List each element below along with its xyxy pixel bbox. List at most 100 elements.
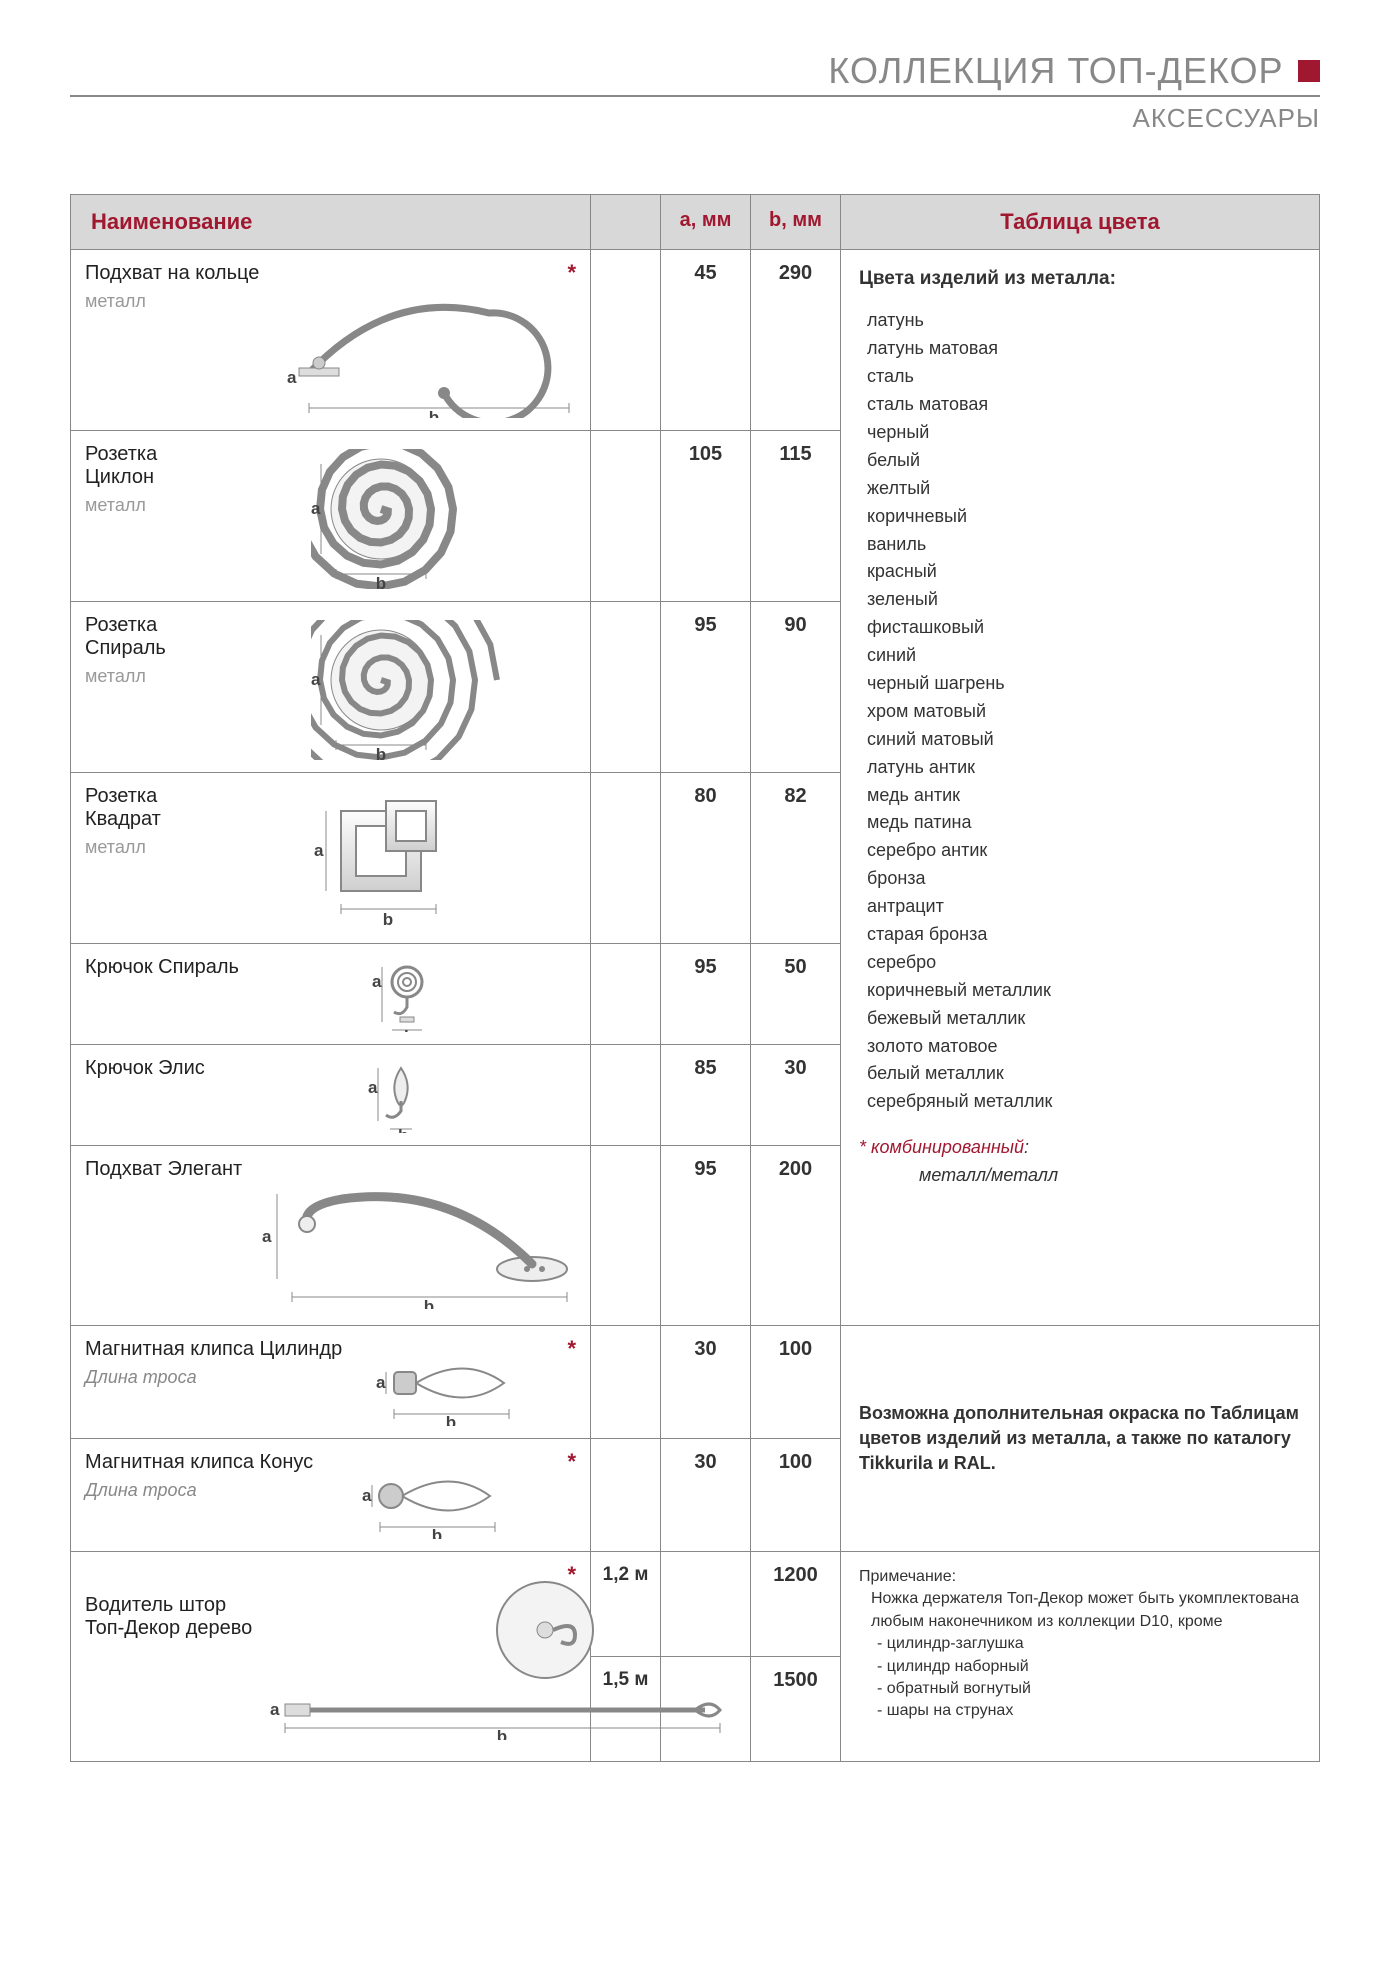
- table-row: Магнитная клипса Цилиндр Длина троса a b…: [71, 1326, 1320, 1439]
- svg-text:a: a: [362, 1486, 372, 1505]
- footnote-title: Примечание:: [859, 1566, 1301, 1588]
- color-item: латунь: [859, 307, 1301, 335]
- cell-name: Подхват на кольце металл a b *: [71, 250, 591, 431]
- footnote: Примечание: Ножка держателя Топ-Декор мо…: [859, 1566, 1301, 1723]
- color-item: старая бронза: [859, 921, 1301, 949]
- accessories-table: Наименование a, мм b, мм Таблица цвета П…: [70, 194, 1320, 1762]
- item-title: РозеткаКвадрат: [85, 785, 225, 831]
- cell-b: 82: [751, 773, 841, 944]
- color-panel-paint: Возможна дополнительная окраска по Табли…: [841, 1326, 1320, 1552]
- cell-a: 30: [661, 1326, 751, 1439]
- color-item: синий: [859, 642, 1301, 670]
- cell-a: 45: [661, 250, 751, 431]
- item-title: Магнитная клипса Конус: [85, 1451, 313, 1474]
- cell-a: 95: [661, 944, 751, 1045]
- table-row-driver: * Водитель штор Топ-Декор дерево a b 1,2…: [71, 1552, 1320, 1657]
- cell-b: 1500: [751, 1657, 841, 1762]
- color-item: медь антик: [859, 782, 1301, 810]
- cell-b: 1200: [751, 1552, 841, 1657]
- cell-name: РозеткаКвадрат металл a b: [71, 773, 591, 944]
- color-item: коричневый: [859, 503, 1301, 531]
- item-title: РозеткаСпираль: [85, 614, 225, 660]
- svg-text:b: b: [429, 408, 439, 418]
- cell-b: 100: [751, 1439, 841, 1552]
- header-divider: [70, 95, 1320, 97]
- cell-variant: [591, 1045, 661, 1146]
- item-title: Водитель штор Топ-Декор дерево: [85, 1594, 255, 1640]
- svg-text:a: a: [311, 670, 321, 689]
- color-list: латуньлатунь матоваястальсталь матоваяче…: [859, 307, 1301, 1116]
- cell-variant: [591, 250, 661, 431]
- color-item: бронза: [859, 865, 1301, 893]
- svg-text:b: b: [404, 1027, 414, 1032]
- color-item: черный: [859, 419, 1301, 447]
- header-title: КОЛЛЕКЦИЯ ТОП-ДЕКОР: [828, 50, 1283, 92]
- cell-name: Магнитная клипса Конус Длина троса a b *: [71, 1439, 591, 1552]
- svg-text:a: a: [270, 1700, 280, 1719]
- cell-a: 95: [661, 1146, 751, 1326]
- color-item: фисташковый: [859, 614, 1301, 642]
- asterisk-icon: *: [567, 1449, 576, 1475]
- svg-text:b: b: [497, 1727, 507, 1740]
- cell-variant: [591, 1326, 661, 1439]
- color-item: белый: [859, 447, 1301, 475]
- color-panel-main: Цвета изделий из металла: латуньлатунь м…: [841, 250, 1320, 1326]
- color-item: бежевый металлик: [859, 1005, 1301, 1033]
- cell-variant: [591, 602, 661, 773]
- cell-variant: [591, 944, 661, 1045]
- svg-text:a: a: [376, 1373, 386, 1392]
- footnote-item: цилиндр наборный: [877, 1656, 1301, 1678]
- cell-name: РозеткаСпираль металл a b: [71, 602, 591, 773]
- item-material: металл: [85, 495, 225, 516]
- color-heading: Цвета изделий из металла:: [859, 264, 1301, 293]
- color-panel-footnote: Примечание: Ножка держателя Топ-Декор мо…: [841, 1552, 1320, 1762]
- item-title: Магнитная клипса Цилиндр: [85, 1338, 342, 1361]
- svg-text:a: a: [311, 499, 321, 518]
- color-item: серебро антик: [859, 837, 1301, 865]
- cell-b: 115: [751, 431, 841, 602]
- svg-text:a: a: [368, 1078, 378, 1097]
- svg-text:b: b: [382, 910, 392, 929]
- col-name: Наименование: [71, 195, 591, 250]
- color-item: сталь матовая: [859, 391, 1301, 419]
- cell-b: 50: [751, 944, 841, 1045]
- additional-paint-note: Возможна дополнительная окраска по Табли…: [859, 1401, 1301, 1477]
- item-diagram: a b: [235, 1063, 576, 1133]
- svg-text:b: b: [431, 1526, 441, 1539]
- combined-note-star: * комбинированный: [859, 1137, 1024, 1157]
- item-diagram: a b: [235, 620, 576, 760]
- item-title: Крючок Спираль: [85, 956, 239, 979]
- item-title: Подхват на кольце: [85, 262, 259, 285]
- table-row: Подхват на кольце металл a b * 45 290 Цв…: [71, 250, 1320, 431]
- item-diagram: a b: [235, 449, 576, 589]
- col-b: b, мм: [751, 195, 841, 250]
- color-item: антрацит: [859, 893, 1301, 921]
- color-item: ваниль: [859, 531, 1301, 559]
- svg-text:b: b: [446, 1413, 456, 1426]
- svg-text:b: b: [375, 745, 385, 760]
- cell-name: * Водитель штор Топ-Декор дерево a b: [71, 1552, 591, 1762]
- cell-a: 105: [661, 431, 751, 602]
- cell-name: РозеткаЦиклон металл a b: [71, 431, 591, 602]
- cell-name: Крючок Элис a b: [71, 1045, 591, 1146]
- color-item: серебро: [859, 949, 1301, 977]
- color-item: белый металлик: [859, 1060, 1301, 1088]
- page-header: КОЛЛЕКЦИЯ ТОП-ДЕКОР АКСЕССУАРЫ: [70, 50, 1320, 134]
- cell-a: 95: [661, 602, 751, 773]
- footnote-item: цилиндр-заглушка: [877, 1633, 1301, 1655]
- col-variant: [591, 195, 661, 250]
- cell-name: Крючок Спираль a b: [71, 944, 591, 1045]
- cell-variant: [591, 431, 661, 602]
- svg-text:b: b: [375, 574, 385, 589]
- cell-name: Магнитная клипса Цилиндр Длина троса a b…: [71, 1326, 591, 1439]
- color-item: желтый: [859, 475, 1301, 503]
- item-diagram: a b: [352, 1344, 576, 1426]
- svg-text:a: a: [372, 972, 382, 991]
- cell-b: 200: [751, 1146, 841, 1326]
- item-title: РозеткаЦиклон: [85, 443, 225, 489]
- cell-a: 85: [661, 1045, 751, 1146]
- color-item: синий матовый: [859, 726, 1301, 754]
- cell-variant: [591, 1146, 661, 1326]
- color-item: сталь: [859, 363, 1301, 391]
- cell-b: 30: [751, 1045, 841, 1146]
